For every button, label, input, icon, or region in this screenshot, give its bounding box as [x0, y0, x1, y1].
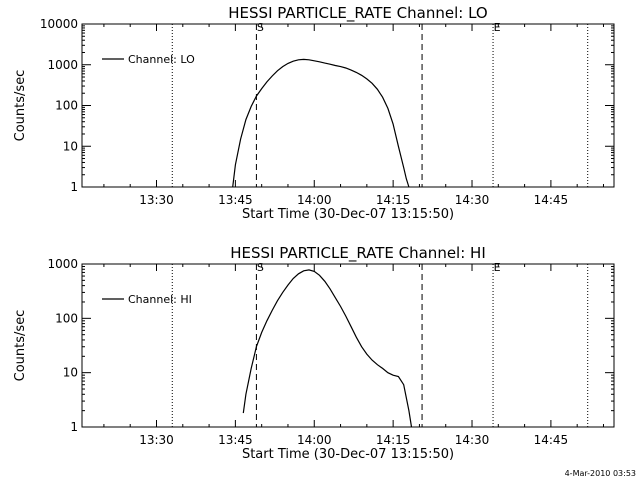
x-tick-label: 14:00: [297, 193, 332, 207]
y-tick-label: 1: [70, 420, 78, 434]
marker-label: S: [257, 21, 264, 34]
series-line: [232, 58, 410, 188]
y-axis-label: Counts/sec: [13, 70, 28, 142]
x-tick-label: 14:30: [455, 433, 490, 447]
y-tick-label: 10000: [40, 17, 78, 31]
x-tick-label: 13:45: [218, 193, 253, 207]
y-tick-label: 100: [55, 99, 78, 113]
marker-label: S: [257, 261, 264, 274]
x-tick-label: 14:45: [534, 433, 569, 447]
x-tick-label: 14:30: [455, 193, 490, 207]
x-tick-label: 13:45: [218, 433, 253, 447]
y-tick-label: 1: [70, 180, 78, 194]
y-tick-label: 10: [63, 139, 78, 153]
timestamp-label: 4-Mar-2010 03:53: [565, 469, 636, 478]
x-axis-label: Start Time (30-Dec-07 13:15:50): [242, 447, 454, 462]
x-tick-label: 14:15: [376, 193, 411, 207]
y-tick-label: 1000: [47, 58, 78, 72]
x-tick-label: 13:30: [139, 193, 174, 207]
marker-label: E: [494, 21, 501, 34]
y-tick-label: 10: [63, 366, 78, 380]
chart-title: HESSI PARTICLE_RATE Channel: HI: [230, 244, 486, 263]
legend-label: Channel: HI: [128, 293, 192, 306]
plot-frame: [81, 263, 615, 428]
x-tick-label: 13:30: [139, 433, 174, 447]
x-tick-label: 14:15: [376, 433, 411, 447]
series-line: [242, 269, 413, 428]
x-axis-label: Start Time (30-Dec-07 13:15:50): [242, 207, 454, 222]
x-tick-label: 14:45: [534, 193, 569, 207]
chart-hi-panel: HESSI PARTICLE_RATE Channel: HI 13:30 13:4…: [13, 244, 615, 462]
chart-title: HESSI PARTICLE_RATE Channel: LO: [228, 4, 487, 23]
y-tick-label: 1000: [47, 257, 78, 271]
chart-lo-panel: HESSI PARTICLE_RATE Channel: LO 13:30 13:4…: [13, 4, 615, 222]
y-tick-label: 100: [55, 311, 78, 325]
marker-label: E: [494, 261, 501, 274]
legend-label: Channel: LO: [128, 53, 195, 66]
y-axis-label: Counts/sec: [13, 310, 28, 382]
x-tick-label: 14:00: [297, 433, 332, 447]
